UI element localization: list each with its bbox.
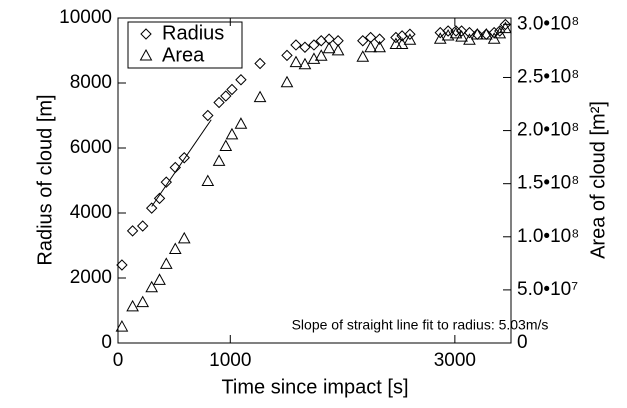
marker <box>212 154 226 166</box>
marker <box>499 21 512 34</box>
marker <box>322 41 336 54</box>
marker <box>455 25 468 37</box>
marker <box>289 55 303 68</box>
x-axis-title: Time since impact [s] <box>221 376 408 398</box>
marker <box>449 26 463 39</box>
marker <box>373 33 386 45</box>
legend-label: Area <box>162 44 205 66</box>
marker <box>470 27 484 40</box>
plot-frame <box>117 17 512 344</box>
y2-tick-label: 0 <box>517 332 528 353</box>
marker <box>126 299 139 312</box>
marker <box>219 139 233 152</box>
y-tick-label: 10000 <box>59 7 112 28</box>
y-axis-title: Radius of cloud [m] <box>34 94 56 265</box>
y-tick-label: 6000 <box>70 137 112 158</box>
marker <box>463 26 476 39</box>
marker <box>153 273 166 285</box>
marker <box>116 259 128 271</box>
marker <box>235 74 247 86</box>
marker <box>433 32 447 44</box>
marker <box>115 320 129 332</box>
y2-axis-title: Area of cloud [m²] <box>587 101 609 259</box>
marker <box>494 25 506 37</box>
x-tick-label: 0 <box>113 350 124 371</box>
marker <box>234 117 248 129</box>
marker <box>136 220 149 232</box>
marker <box>442 25 454 37</box>
marker <box>126 225 139 237</box>
marker <box>441 29 455 41</box>
x-tick-label: 3000 <box>434 350 476 371</box>
y2-tick-label: 3.0•10⁸ <box>517 13 579 34</box>
marker <box>145 280 159 293</box>
marker <box>226 83 238 96</box>
marker <box>136 295 150 308</box>
marker <box>178 152 190 164</box>
y2-tick-label: 2.0•10⁸ <box>517 120 579 141</box>
x-tick-label: 1000 <box>209 350 251 371</box>
marker <box>290 39 302 51</box>
marker <box>225 127 239 140</box>
y-tick-label: 0 <box>101 332 112 353</box>
legend-marker <box>140 28 152 40</box>
marker <box>479 27 493 40</box>
y-tick-label: 8000 <box>70 72 112 93</box>
legend-marker <box>139 48 153 61</box>
marker <box>159 257 173 269</box>
marker <box>153 192 166 205</box>
marker <box>314 49 328 61</box>
marker <box>373 40 386 53</box>
marker <box>357 35 369 47</box>
marker <box>307 52 321 64</box>
annotation: Slope of straight line fit to radius: 5.… <box>292 317 549 333</box>
y2-tick-label: 1.0•10⁸ <box>517 226 579 247</box>
marker <box>364 40 377 53</box>
marker <box>213 96 225 109</box>
y-tick-label: 4000 <box>70 202 112 223</box>
y2-tick-label: 1.5•10⁸ <box>517 173 579 194</box>
marker <box>390 31 402 44</box>
marker <box>168 242 182 255</box>
marker <box>403 33 417 45</box>
marker <box>201 174 215 187</box>
marker <box>220 90 232 102</box>
y2-tick-label: 2.5•10⁸ <box>517 66 579 87</box>
y2-tick-label: 5.0•10⁷ <box>517 279 578 300</box>
marker <box>455 30 468 42</box>
marker <box>145 202 158 214</box>
legend-label: Radius <box>162 22 224 44</box>
marker <box>280 75 294 88</box>
fit-line <box>151 119 212 207</box>
marker <box>331 43 345 56</box>
marker <box>450 25 462 37</box>
marker <box>404 28 416 40</box>
marker <box>356 50 370 62</box>
marker <box>177 231 191 244</box>
marker <box>254 57 266 70</box>
marker <box>253 90 267 103</box>
marker <box>202 109 214 122</box>
marker <box>308 39 320 51</box>
marker <box>389 37 403 50</box>
marker <box>281 49 293 62</box>
marker <box>323 33 335 45</box>
marker <box>299 41 311 53</box>
y-tick-label: 2000 <box>70 267 112 288</box>
marker <box>499 18 512 31</box>
